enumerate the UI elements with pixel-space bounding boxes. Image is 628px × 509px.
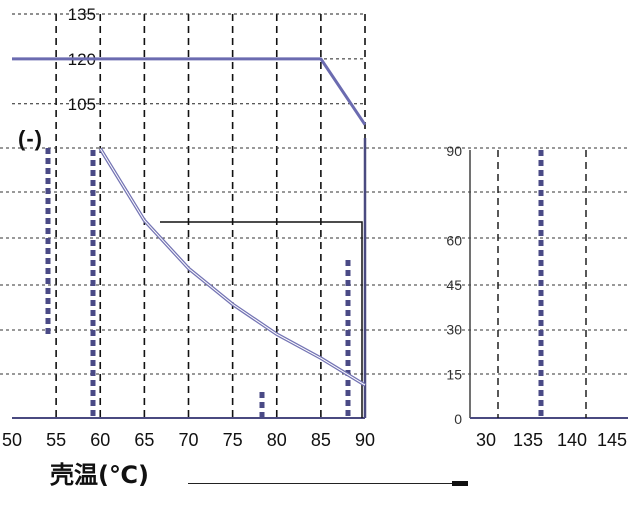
x-tick-label: 75 (223, 430, 243, 450)
inset-x-tick-label: 145 (597, 430, 627, 450)
inset-x-tick-label: 30 (476, 430, 496, 450)
inset-y-tick-label: 30 (446, 322, 462, 338)
x-axis-label: 壳温(℃) (50, 461, 149, 489)
x-tick-label: 65 (134, 430, 154, 450)
x-tick-label: 50 (2, 430, 22, 450)
inset-y-tick-label: 15 (446, 366, 462, 382)
series-line (12, 57, 367, 126)
x-tick-label: 70 (178, 430, 198, 450)
box-outline (160, 221, 363, 418)
inset-x-tick-label: 140 (557, 430, 587, 450)
x-tick-label: 85 (311, 430, 331, 450)
y-tick-label: 135 (68, 5, 96, 24)
series-line-highlight (99, 148, 366, 386)
inset-y-tick-label: 0 (454, 411, 462, 427)
inset-y-tick-label: 90 (446, 143, 462, 159)
inset-y-tick-label: 60 (446, 232, 462, 248)
inset-x-tick-label: 135 (513, 430, 543, 450)
y-tick-label: 105 (68, 95, 96, 114)
x-tick-label: 60 (90, 430, 110, 450)
x-tick-label: 55 (46, 430, 66, 450)
x-tick-label: 80 (267, 430, 287, 450)
x-tick-label: 90 (355, 430, 375, 450)
inset-y-tick-label: 45 (446, 277, 462, 293)
x-axis-label-rule (188, 483, 454, 484)
x-axis-label-marker (452, 481, 468, 486)
overlay-ylabel-fragment: (-) (18, 126, 43, 151)
